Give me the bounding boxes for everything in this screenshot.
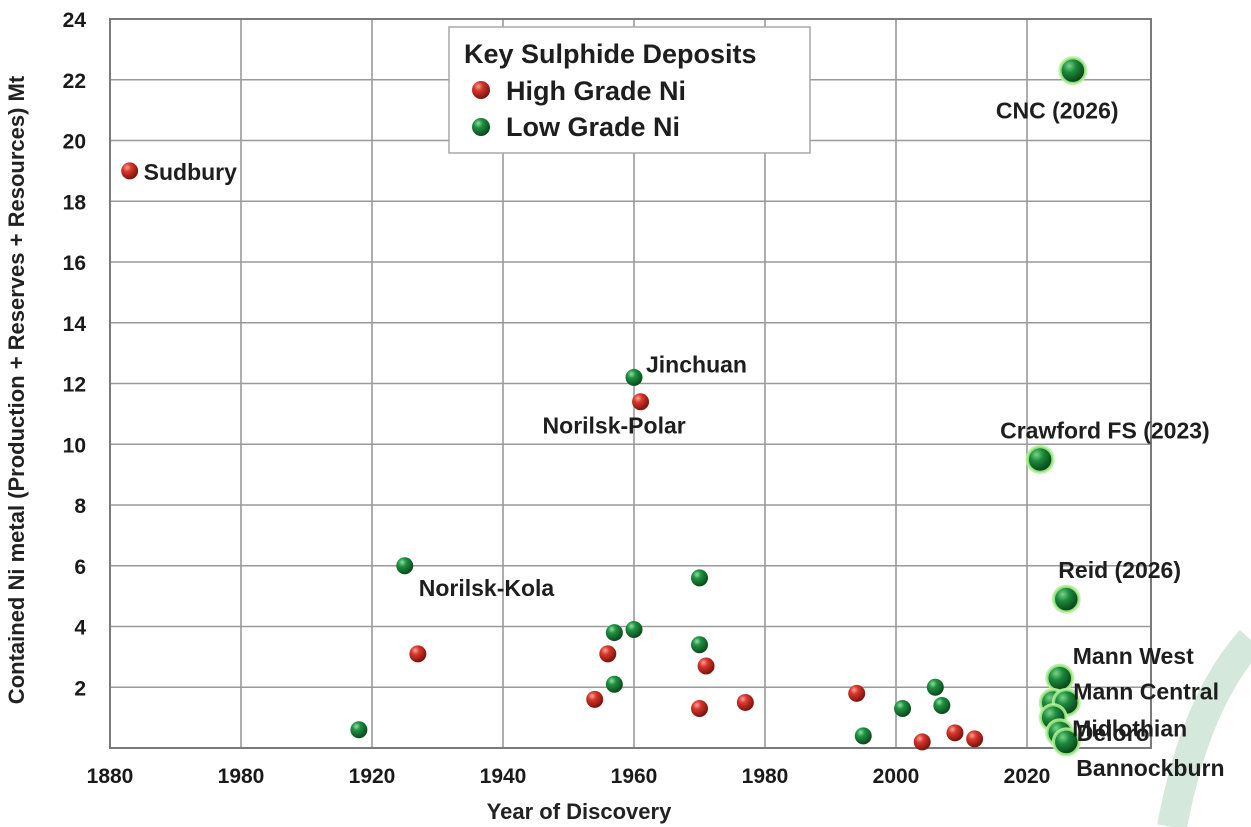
x-tick-label: 1940 [480,765,527,788]
data-point [1060,57,1086,84]
legend-box [448,26,811,154]
point-label: Midlothian [1072,716,1187,742]
x-axis-ticks: 1880 1980 1920 1940 1960 1980 2000 2020 [87,765,1051,788]
legend-title: Key Sulphide Deposits [464,39,757,69]
data-point [966,730,984,748]
data-point [946,724,964,742]
legend-marker-low-grade [472,118,490,136]
data-point [913,733,931,751]
data-points [121,56,1088,757]
legend-marker-high-grade [472,81,490,99]
point-label: Bannockburn [1076,755,1224,781]
x-tick-label: 1920 [349,765,396,788]
x-axis-title: Year of Discovery [487,799,672,824]
x-tick-label: 1980 [218,765,265,788]
x-tick-label: 2000 [873,765,920,788]
point-label: Jinchuan [646,351,747,377]
x-tick-label: 2020 [1004,765,1051,788]
y-tick-label: 6 [74,556,86,579]
decorative-swoosh [1157,629,1251,827]
data-point [350,721,368,739]
data-point [121,162,139,180]
data-point [926,678,944,696]
point-label: Reid (2026) [1058,557,1181,583]
data-point [1027,446,1053,473]
data-point [848,684,866,702]
y-tick-label: 18 [63,191,87,214]
data-point [697,657,715,675]
legend-entry-low-grade: Low Grade Ni [506,112,680,142]
data-point [625,621,643,639]
y-tick-label: 2 [74,677,86,700]
point-label: Norilsk-Polar [543,413,686,439]
y-tick-label: 12 [63,374,86,397]
plot-area-border [109,18,1152,749]
legend-entry-high-grade: High Grade Ni [506,76,686,106]
y-tick-label: 4 [74,617,86,640]
data-point [599,645,617,663]
data-point [1053,586,1080,612]
y-tick-label: 20 [63,131,86,154]
data-point [605,624,623,642]
legend: Key Sulphide Deposits High Grade Ni Low … [448,26,811,154]
point-label: Mann West [1073,643,1194,669]
data-point [396,557,414,575]
point-labels: Sudbury Norilsk-Polar Norilsk-Kola Jinchuan… [144,98,1225,781]
data-point [632,393,650,411]
x-tick-label: 1980 [742,765,789,788]
data-point [605,675,623,693]
y-tick-label: 22 [63,70,86,93]
point-label: Mann Central [1073,678,1219,704]
y-axis-title: Contained Ni metal (Production + Reserve… [4,75,29,704]
data-point [1053,729,1080,755]
data-point [933,696,951,714]
point-label: Deloro [1077,720,1150,746]
data-point [1047,665,1073,691]
y-tick-label: 8 [74,495,86,518]
data-point [691,700,708,718]
x-tick-label: 1960 [611,765,658,788]
data-point [854,727,872,745]
point-label: Norilsk-Kola [419,575,555,601]
data-point [586,690,604,708]
point-label: CNC (2026) [996,98,1119,124]
y-tick-label: 10 [63,434,86,457]
data-point [894,700,912,718]
point-label: Sudbury [144,159,237,185]
x-tick-label: 1880 [87,765,134,788]
data-point [625,368,643,386]
y-tick-label: 16 [63,252,86,275]
data-point [736,693,754,711]
data-point [691,569,708,587]
y-tick-label: 14 [63,313,87,336]
data-point [691,636,708,654]
y-tick-label: 24 [63,9,87,32]
point-label: Crawford FS (2023) [1000,417,1210,443]
data-point [409,645,427,663]
